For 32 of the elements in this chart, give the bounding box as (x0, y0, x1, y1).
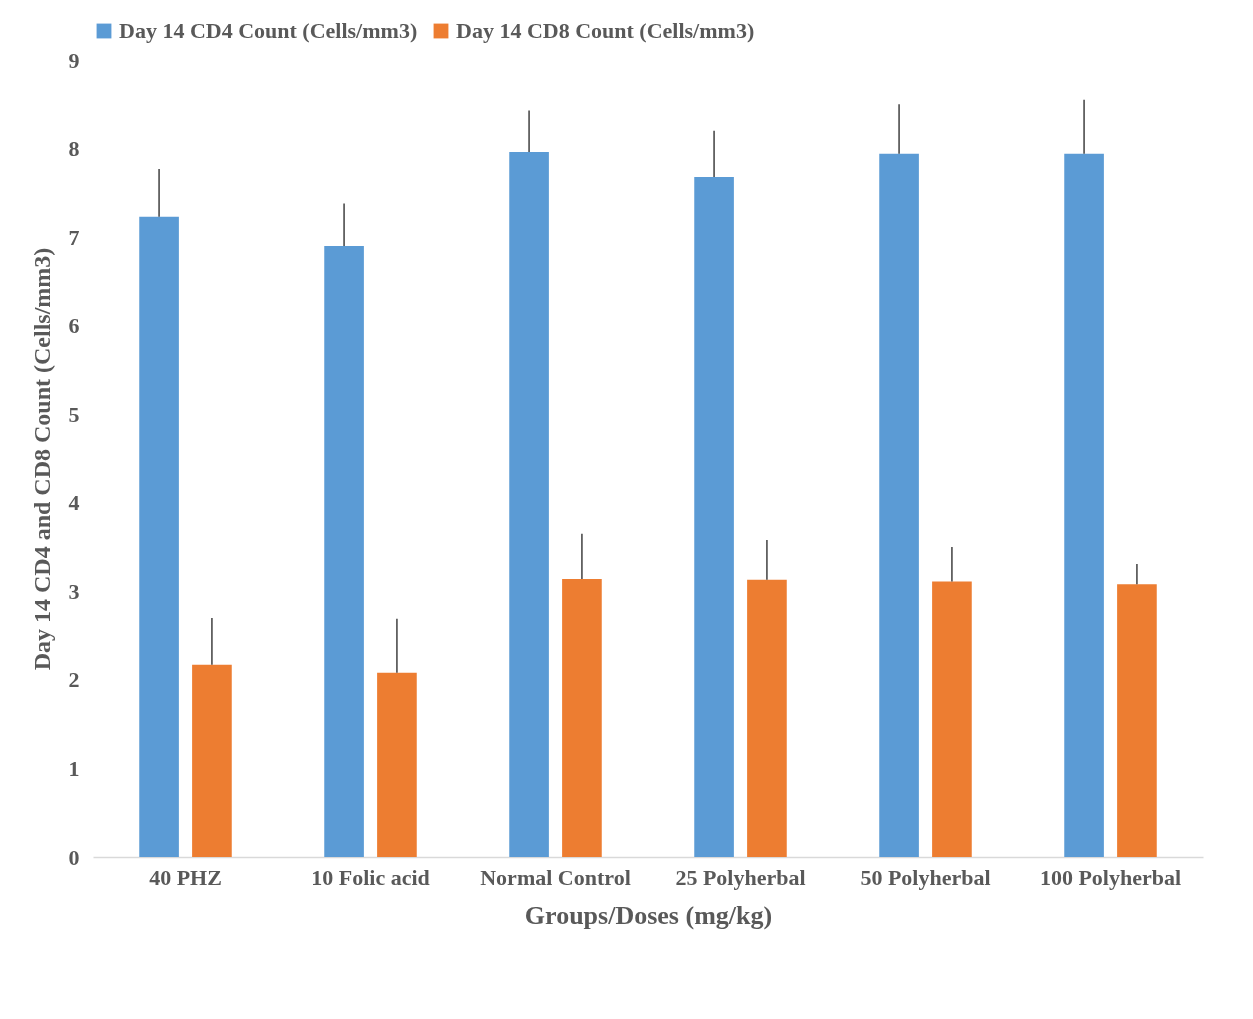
y-tick-label: 8 (68, 136, 80, 162)
bar (562, 578, 602, 857)
x-tick-label: 50 Polyherbal (860, 864, 991, 890)
y-tick-label: 4 (68, 490, 80, 516)
x-axis-title: Groups/Doses (mg/kg) (524, 900, 773, 930)
bar (509, 152, 549, 857)
y-tick-label: 9 (68, 47, 80, 73)
bar (1064, 153, 1104, 857)
y-tick-label: 7 (68, 224, 80, 250)
bar (324, 245, 364, 857)
bar (192, 664, 232, 857)
x-tick-label: 40 PHZ (149, 864, 222, 890)
y-tick-label: 1 (68, 755, 80, 781)
bar (1117, 584, 1157, 857)
y-tick-label: 2 (68, 667, 80, 693)
bar (879, 153, 919, 857)
x-tick-label: 10 Folic acid (311, 864, 430, 890)
x-tick-label: Normal Control (480, 864, 631, 890)
x-tick-label: 100 Polyherbal (1039, 864, 1182, 890)
bar (932, 581, 972, 857)
bar (747, 579, 787, 857)
y-tick-label: 6 (68, 313, 80, 339)
y-axis-title: Day 14 CD4 and CD8 Count (Cells/mm3) (28, 247, 55, 671)
bar (377, 672, 417, 857)
y-tick-label: 0 (68, 844, 80, 870)
bar (139, 216, 179, 857)
x-tick-label: 25 Polyherbal (675, 864, 806, 890)
legend-label: Day 14 CD8 Count (Cells/mm3) (456, 18, 755, 43)
y-tick-label: 3 (68, 578, 80, 604)
y-tick-label: 5 (68, 401, 80, 427)
bar (694, 176, 734, 857)
legend-label: Day 14 CD4 Count (Cells/mm3) (119, 18, 418, 43)
